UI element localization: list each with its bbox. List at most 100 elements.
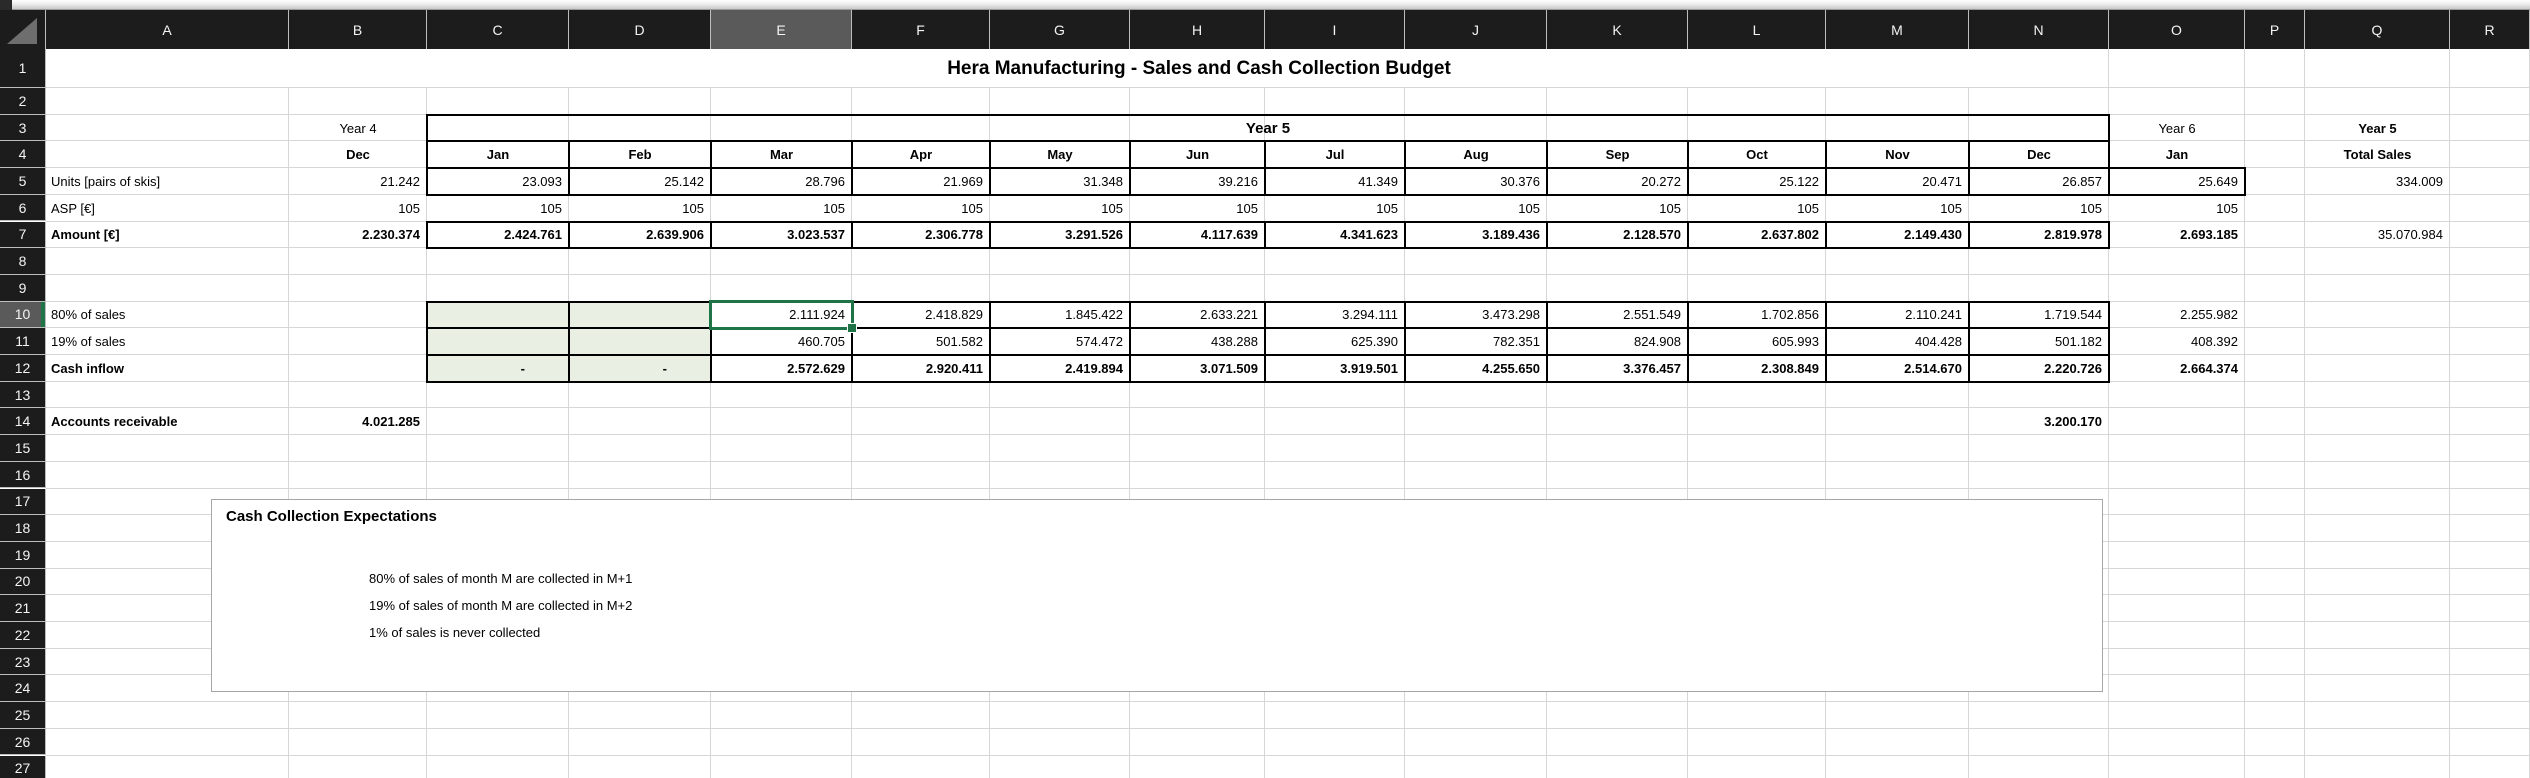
year5-banner-cell[interactable]: Year 5 (1245, 119, 1291, 137)
cell-I6[interactable]: 105 (1376, 200, 1398, 216)
cell-Q7[interactable]: 35.070.984 (2377, 227, 2443, 243)
cell-L12[interactable]: 2.308.849 (1761, 360, 1819, 376)
cell-Q3[interactable]: Year 5 (2358, 120, 2397, 136)
cell-G7[interactable]: 3.291.526 (1065, 227, 1123, 243)
selected-cell-outline[interactable] (709, 299, 854, 331)
cell-I5[interactable]: 41.349 (1358, 173, 1398, 189)
column-header-H[interactable]: H (1130, 10, 1265, 49)
cell-E4[interactable]: Mar (769, 147, 794, 163)
row-header-24[interactable]: 24 (0, 675, 46, 703)
cell-C7[interactable]: 2.424.761 (504, 227, 562, 243)
column-header-C[interactable]: C (427, 10, 569, 49)
cell-J6[interactable]: 105 (1518, 200, 1540, 216)
cell-N6[interactable]: 105 (2080, 200, 2102, 216)
column-header-K[interactable]: K (1547, 10, 1688, 49)
cell-M11[interactable]: 404.428 (1915, 334, 1962, 350)
row-header-26[interactable]: 26 (0, 728, 46, 756)
cell-O5[interactable]: 25.649 (2198, 173, 2238, 189)
cell-K11[interactable]: 824.908 (1634, 334, 1681, 350)
cell-N7[interactable]: 2.819.978 (2044, 227, 2102, 243)
row-header-4[interactable]: 4 (0, 141, 46, 169)
row-header-22[interactable]: 22 (0, 622, 46, 649)
cell-I10[interactable]: 3.294.111 (1342, 307, 1398, 323)
cell-F4[interactable]: Apr (909, 147, 933, 163)
cell-H11[interactable]: 438.288 (1211, 334, 1258, 350)
cell-F10[interactable]: 2.418.829 (925, 307, 983, 323)
row-header-3[interactable]: 3 (0, 114, 46, 142)
row-header-27[interactable]: 27 (0, 755, 46, 778)
cell-O4[interactable]: Jan (2165, 147, 2189, 163)
cell-L4[interactable]: Oct (1746, 147, 1768, 163)
cell-E11[interactable]: 460.705 (798, 334, 845, 350)
column-header-P[interactable]: P (2245, 10, 2305, 49)
cash-collection-textbox[interactable]: Cash Collection Expectations 80% of sale… (211, 499, 2103, 692)
cell-K4[interactable]: Sep (1605, 147, 1630, 163)
cell-G5[interactable]: 31.348 (1083, 173, 1123, 189)
row-header-11[interactable]: 11 (0, 328, 46, 355)
row-header-14[interactable]: 14 (0, 408, 46, 436)
cell-G4[interactable]: May (1047, 147, 1073, 163)
row-header-15[interactable]: 15 (0, 435, 46, 462)
cell-A5[interactable]: Units [pairs of skis] (51, 173, 161, 189)
cell-F11[interactable]: 501.582 (936, 334, 983, 350)
cell-A6[interactable]: ASP [€] (51, 200, 95, 216)
cell-F7[interactable]: 2.306.778 (925, 227, 983, 243)
cell-N10[interactable]: 1.719.544 (2044, 307, 2102, 323)
cell-D5[interactable]: 25.142 (664, 173, 704, 189)
cell-L7[interactable]: 2.637.802 (1761, 227, 1819, 243)
column-header-D[interactable]: D (569, 10, 711, 49)
row-header-7[interactable]: 7 (0, 221, 46, 249)
row-header-13[interactable]: 13 (0, 381, 46, 409)
cell-N14[interactable]: 3.200.170 (2044, 414, 2102, 430)
cell-A14[interactable]: Accounts receivable (51, 414, 178, 430)
cell-F6[interactable]: 105 (961, 200, 983, 216)
cell-I4[interactable]: Jul (1325, 147, 1345, 163)
row-header-12[interactable]: 12 (0, 355, 46, 382)
row-header-16[interactable]: 16 (0, 461, 46, 489)
cell-C4[interactable]: Jan (486, 147, 510, 163)
cell-M6[interactable]: 105 (1940, 200, 1962, 216)
cell-B5[interactable]: 21.242 (380, 173, 420, 189)
column-header-E[interactable]: E (711, 10, 852, 49)
column-header-F[interactable]: F (852, 10, 990, 49)
cell-B4[interactable]: Dec (346, 147, 370, 163)
cell-F12[interactable]: 2.920.411 (925, 360, 983, 376)
cell-M10[interactable]: 2.110.241 (1905, 307, 1962, 323)
cell-C5[interactable]: 23.093 (522, 173, 562, 189)
row-header-10[interactable]: 10 (0, 301, 46, 329)
cell-M4[interactable]: Nov (1885, 147, 1910, 163)
row-header-8[interactable]: 8 (0, 248, 46, 275)
cell-H4[interactable]: Jun (1185, 147, 1210, 163)
cell-E12[interactable]: 2.572.629 (787, 360, 845, 376)
cell-E6[interactable]: 105 (823, 200, 845, 216)
cell-O11[interactable]: 408.392 (2191, 334, 2238, 350)
cell-A11[interactable]: 19% of sales (51, 334, 126, 350)
cell-K12[interactable]: 3.376.457 (1623, 360, 1681, 376)
column-header-M[interactable]: M (1826, 10, 1969, 49)
cell-H7[interactable]: 4.117.639 (1200, 227, 1258, 243)
cell-O6[interactable]: 105 (2216, 200, 2238, 216)
cell-K7[interactable]: 2.128.570 (1623, 227, 1681, 243)
cell-B3[interactable]: Year 4 (339, 120, 377, 136)
row-header-5[interactable]: 5 (0, 168, 46, 195)
cell-A7[interactable]: Amount [€] (51, 227, 120, 243)
column-header-I[interactable]: I (1265, 10, 1405, 49)
cell-M12[interactable]: 2.514.670 (1904, 360, 1962, 376)
row-header-2[interactable]: 2 (0, 88, 46, 115)
cell-J11[interactable]: 782.351 (1493, 334, 1540, 350)
cell-B14[interactable]: 4.021.285 (362, 414, 420, 430)
cell-O12[interactable]: 2.664.374 (2180, 360, 2238, 376)
cell-I11[interactable]: 625.390 (1351, 334, 1398, 350)
row-header-23[interactable]: 23 (0, 648, 46, 676)
cell-L5[interactable]: 25.122 (1779, 173, 1819, 189)
cell-B7[interactable]: 2.230.374 (362, 227, 420, 243)
column-header-R[interactable]: R (2450, 10, 2530, 49)
row-header-9[interactable]: 9 (0, 274, 46, 302)
cell-B6[interactable]: 105 (398, 200, 420, 216)
cell-M7[interactable]: 2.149.430 (1904, 227, 1962, 243)
column-header-J[interactable]: J (1405, 10, 1547, 49)
cell-D6[interactable]: 105 (682, 200, 704, 216)
cell-A10[interactable]: 80% of sales (51, 307, 126, 323)
cell-D12[interactable]: - (662, 360, 667, 376)
cell-F5[interactable]: 21.969 (943, 173, 983, 189)
